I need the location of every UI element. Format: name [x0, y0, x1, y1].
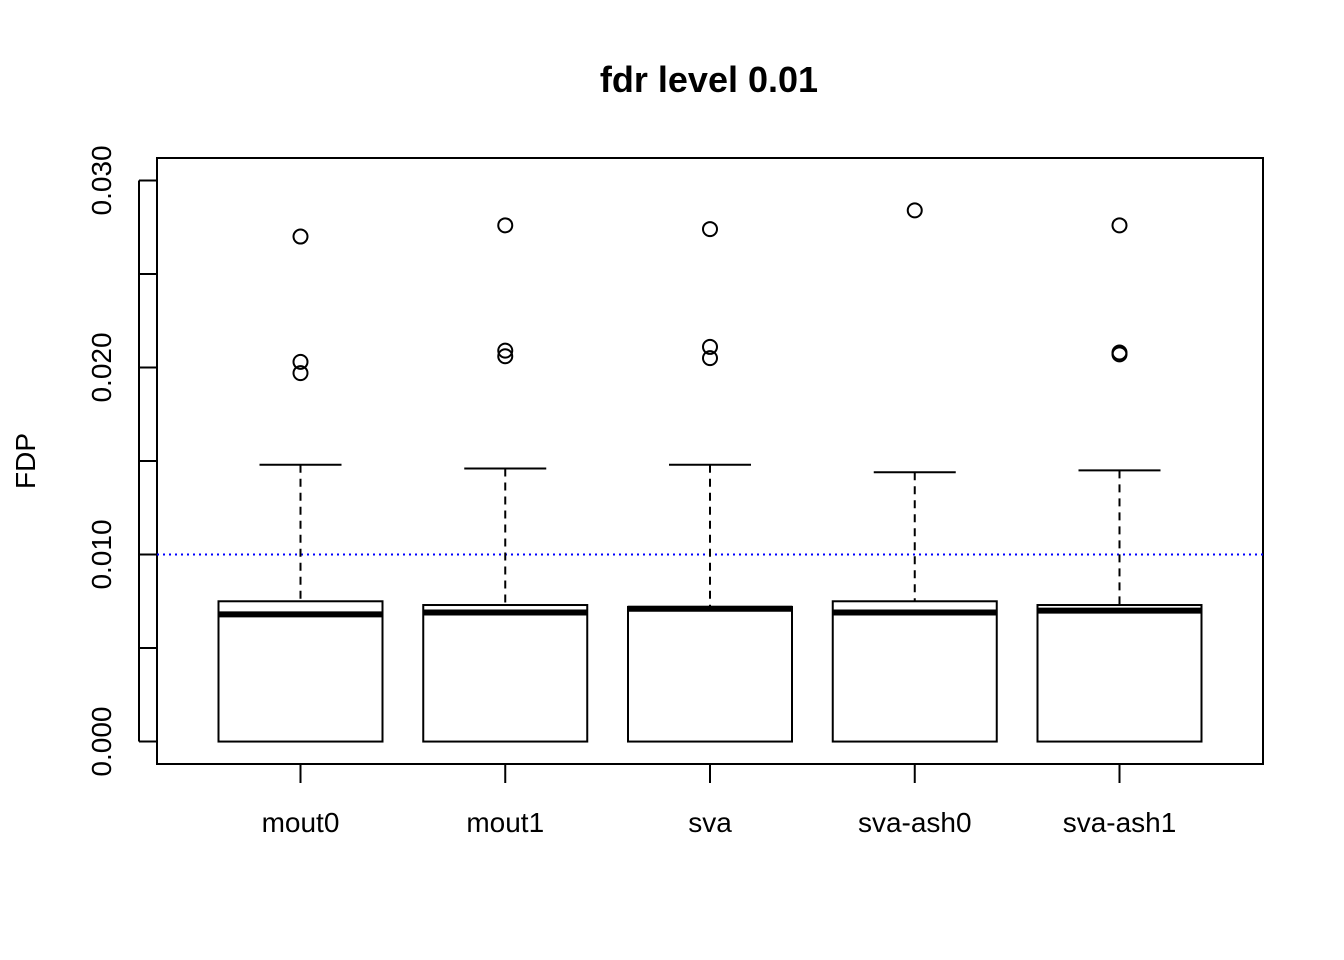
y-tick-label: 0.010 [86, 519, 117, 589]
outlier-point [497, 217, 514, 234]
y-tick-label: 0.000 [86, 707, 117, 777]
outlier-point [906, 202, 923, 219]
box-body [217, 600, 384, 743]
x-tick-label: mout1 [466, 807, 544, 838]
box-sva [627, 221, 793, 743]
box-mout0 [217, 228, 384, 743]
outlier-point [1111, 344, 1128, 361]
x-tick-label: sva [688, 807, 732, 838]
box-sva-ash1 [1036, 217, 1203, 743]
box-sva-ash0 [831, 202, 998, 743]
outlier-point [292, 353, 309, 370]
plot-area [157, 202, 1263, 743]
y-tick-label: 0.020 [86, 332, 117, 402]
y-tick-label: 0.030 [86, 145, 117, 215]
x-tick-label: sva-ash1 [1063, 807, 1177, 838]
box-body [627, 605, 793, 743]
y-axis: 0.000 0.010 0.020 0.030 [86, 145, 157, 777]
box-body [1036, 604, 1203, 743]
y-axis-label: FDP [10, 433, 41, 489]
box-body [831, 600, 998, 743]
chart-title: fdr level 0.01 [600, 59, 818, 100]
x-axis: mout0 mout1 sva sva-ash0 sva-ash1 [262, 764, 1177, 838]
outlier-point [497, 348, 514, 365]
box-mout1 [422, 217, 589, 743]
box-body [422, 604, 589, 743]
outlier-point [702, 338, 718, 355]
x-tick-label: mout0 [262, 807, 340, 838]
outlier-point [702, 350, 718, 367]
outlier-point [497, 342, 514, 359]
outlier-point [702, 221, 718, 238]
outlier-point [292, 228, 309, 245]
x-tick-label: sva-ash0 [858, 807, 972, 838]
outlier-point [1111, 217, 1128, 234]
outlier-point [292, 365, 309, 382]
